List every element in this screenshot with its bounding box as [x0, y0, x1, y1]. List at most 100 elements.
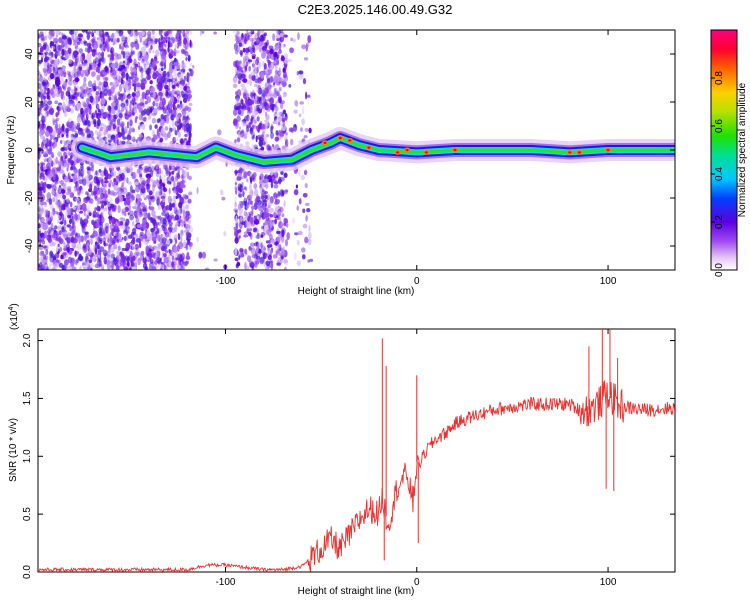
noise-point	[60, 179, 64, 187]
noise-point	[69, 192, 75, 198]
noise-point	[76, 258, 79, 264]
noise-point	[100, 192, 105, 200]
noise-point	[146, 73, 151, 81]
noise-point	[278, 252, 281, 256]
snr-y-tick-label: 0.0	[22, 565, 33, 579]
noise-point	[269, 213, 274, 218]
noise-point	[174, 176, 179, 183]
noise-point	[51, 117, 54, 121]
noise-point	[42, 201, 47, 206]
noise-point	[98, 168, 102, 173]
noise-point	[123, 261, 127, 266]
noise-point	[94, 211, 100, 216]
snr-y-axis-label: SNR (10 * v/v)	[8, 418, 19, 482]
noise-point	[273, 181, 279, 185]
noise-point	[39, 91, 43, 98]
noise-point	[236, 30, 240, 36]
noise-point	[72, 156, 77, 161]
noise-point	[153, 252, 157, 259]
noise-point	[118, 123, 122, 128]
noise-point	[238, 105, 244, 110]
noise-point	[296, 239, 300, 246]
noise-point	[249, 242, 255, 247]
noise-point	[269, 48, 274, 55]
noise-point	[177, 167, 180, 176]
noise-point	[72, 101, 75, 108]
noise-point	[180, 261, 183, 265]
noise-point	[50, 214, 54, 222]
noise-point	[305, 215, 308, 222]
noise-point	[160, 127, 165, 135]
noise-point	[111, 216, 116, 225]
noise-point	[260, 146, 265, 152]
noise-point	[57, 51, 61, 57]
noise-point	[63, 110, 68, 118]
noise-point	[172, 136, 177, 144]
noise-point	[73, 166, 76, 170]
noise-point	[81, 260, 87, 266]
noise-point	[254, 78, 259, 84]
noise-point	[61, 182, 67, 187]
noise-point	[131, 220, 135, 227]
noise-point	[146, 188, 150, 193]
noise-point	[113, 51, 116, 56]
colorbar-gradient	[710, 29, 738, 271]
noise-point	[99, 246, 105, 253]
snr-x-axis-label: Height of straight line (km)	[298, 586, 415, 597]
noise-point	[130, 263, 133, 268]
noise-point	[240, 51, 243, 57]
noise-point	[145, 245, 150, 253]
noise-point	[129, 185, 133, 193]
noise-point	[187, 125, 192, 133]
noise-point	[147, 212, 151, 220]
noise-point	[255, 46, 260, 51]
noise-point	[58, 262, 64, 268]
noise-point	[175, 209, 179, 217]
noise-point	[64, 211, 69, 218]
noise-point	[97, 96, 101, 102]
noise-point	[75, 181, 78, 187]
noise-point	[149, 258, 154, 264]
noise-point	[283, 200, 286, 207]
noise-point	[97, 63, 101, 71]
noise-point	[174, 136, 179, 142]
noise-point	[62, 194, 67, 200]
noise-point	[265, 206, 270, 214]
noise-point	[138, 122, 141, 129]
noise-point	[117, 245, 121, 252]
noise-point	[185, 241, 191, 246]
noise-point	[156, 170, 159, 175]
noise-point	[278, 244, 281, 251]
noise-point	[259, 105, 263, 109]
colorbar-tick-label: 0.2	[714, 215, 725, 229]
noise-point	[265, 42, 268, 49]
noise-point	[95, 103, 100, 109]
noise-point	[284, 189, 289, 193]
noise-point	[117, 192, 120, 199]
noise-point	[234, 201, 237, 208]
noise-point	[66, 206, 71, 214]
noise-point	[78, 255, 84, 262]
noise-point	[244, 171, 248, 179]
noise-point	[155, 191, 161, 199]
noise-point	[283, 172, 288, 178]
noise-point	[132, 62, 137, 67]
noise-point	[56, 190, 62, 199]
noise-point	[52, 174, 56, 181]
noise-point	[187, 76, 191, 82]
noise-point	[41, 207, 44, 214]
noise-point	[187, 54, 191, 62]
noise-point	[51, 154, 54, 159]
noise-point	[71, 241, 77, 249]
noise-point	[81, 262, 86, 266]
noise-point	[152, 100, 156, 107]
noise-point	[38, 186, 44, 191]
noise-point	[161, 198, 166, 203]
noise-point	[44, 31, 47, 36]
noise-point	[55, 112, 59, 118]
noise-point	[43, 262, 48, 270]
noise-point	[112, 40, 115, 46]
noise-point	[94, 56, 100, 63]
noise-point	[123, 235, 127, 242]
